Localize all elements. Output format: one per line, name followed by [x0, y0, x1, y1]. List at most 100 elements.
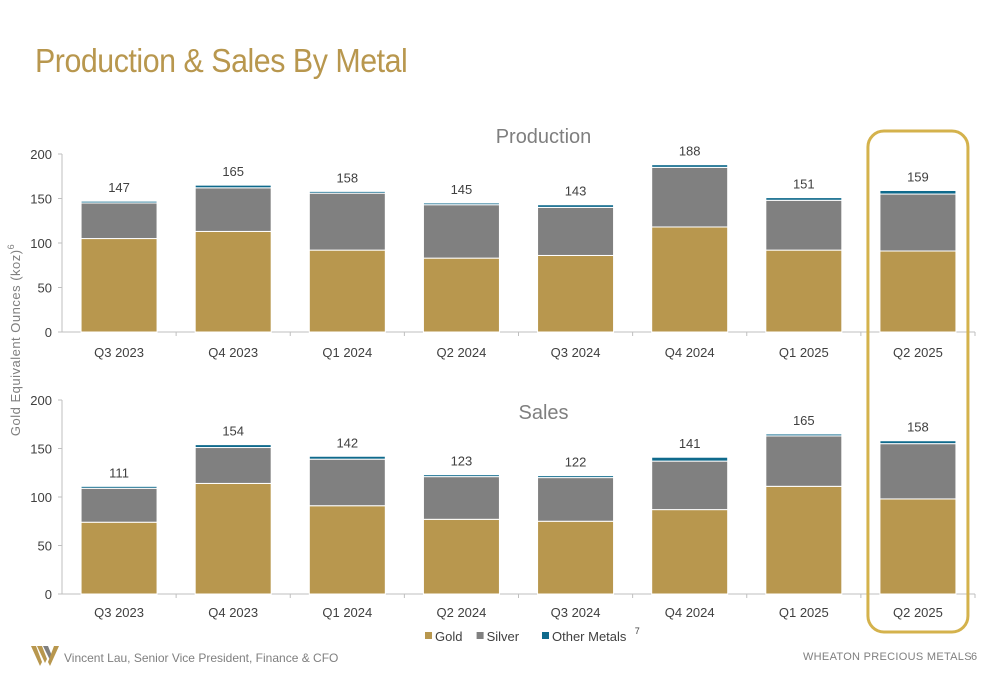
wheaton-logo-icon [30, 644, 60, 673]
bar-gold [80, 238, 158, 333]
x-tick-label: Q4 2023 [208, 605, 258, 620]
data-label-total: 158 [907, 420, 929, 435]
bar-other-metals [80, 485, 158, 489]
bar-silver [765, 435, 843, 487]
bar-other-metals [80, 200, 158, 204]
bar-gold [194, 482, 272, 595]
legend-entry: Gold [435, 629, 462, 644]
bar-other-metals [194, 444, 272, 449]
bar-gold [80, 521, 158, 595]
y-tick-label: 50 [38, 281, 52, 296]
bar-gold [308, 249, 386, 333]
bar-silver [194, 187, 272, 232]
data-label-total: 188 [679, 144, 701, 159]
bar-silver [80, 202, 158, 240]
data-label-total: 145 [451, 182, 473, 197]
legend-swatch [542, 632, 549, 639]
y-axis-label: Gold Equivalent Ounces (koz)6 [6, 244, 23, 436]
legend: Gold Silver Other Metals 7 [425, 626, 640, 644]
bar-gold [194, 230, 272, 333]
y-axis-label-text: Gold Equivalent Ounces (koz) [8, 249, 23, 436]
footer-page-number: 6 [971, 651, 978, 663]
x-tick-label: Q3 2024 [551, 605, 601, 620]
data-label-total: 142 [336, 435, 358, 450]
data-label-total: 165 [222, 164, 244, 179]
x-tick-label: Q1 2025 [779, 345, 829, 360]
legend-swatch [425, 632, 432, 639]
bar-silver [651, 460, 729, 511]
bar-other-metals [879, 440, 957, 445]
data-label-total: 147 [108, 180, 130, 195]
legend-entry: Other Metals [552, 629, 627, 644]
y-tick-label: 200 [30, 147, 52, 162]
bar-silver [879, 443, 957, 500]
bar-silver [422, 204, 500, 259]
plot-area: Production 0 50 100 150 200 147 Q3 2023 165 Q4 20… [30, 126, 976, 644]
bar-other-metals [308, 190, 386, 194]
bar-gold [537, 520, 615, 595]
legend-swatch [476, 632, 484, 639]
legend-footnote: 7 [635, 626, 640, 636]
bar-other-metals [308, 455, 386, 460]
bar-other-metals [194, 184, 272, 189]
bar-gold [537, 254, 615, 333]
footer-company: WHEATON PRECIOUS METALS [803, 651, 972, 663]
bar-gold [879, 498, 957, 595]
bar-silver [879, 193, 957, 252]
x-tick-label: Q3 2023 [94, 605, 144, 620]
highlight-box [866, 129, 970, 634]
bar-other-metals [422, 474, 500, 478]
x-tick-label: Q2 2025 [893, 345, 943, 360]
bar-silver [422, 476, 500, 520]
data-label-total: 158 [336, 170, 358, 185]
bar-gold [879, 250, 957, 333]
y-tick-label: 150 [30, 192, 52, 207]
x-tick-label: Q1 2025 [779, 605, 829, 620]
chart-sales: Sales 0 50 100 150 200 111 Q3 2023 154 Q4 2023 142… [30, 393, 976, 644]
y-tick-label: 0 [45, 325, 52, 340]
bar-silver [651, 166, 729, 228]
bar-other-metals [537, 204, 615, 208]
bar-gold [765, 485, 843, 595]
bar-other-metals [651, 164, 729, 168]
bar-other-metals [537, 475, 615, 479]
bar-silver [765, 199, 843, 251]
legend-entry: Silver [487, 629, 520, 644]
x-tick-label: Q2 2024 [437, 605, 487, 620]
bar-gold [422, 518, 500, 595]
y-axis-label-footnote: 6 [6, 244, 16, 250]
y-tick-label: 100 [30, 236, 52, 251]
data-label-total: 141 [679, 436, 701, 451]
bar-silver [308, 192, 386, 251]
x-tick-label: Q3 2023 [94, 345, 144, 360]
x-tick-label: Q2 2025 [893, 605, 943, 620]
data-label-total: 159 [907, 169, 929, 184]
x-tick-label: Q4 2024 [665, 605, 715, 620]
data-label-total: 165 [793, 413, 815, 428]
x-tick-label: Q4 2023 [208, 345, 258, 360]
bar-other-metals [765, 197, 843, 201]
bar-silver [537, 477, 615, 522]
data-label-total: 151 [793, 177, 815, 192]
bar-gold [765, 249, 843, 333]
x-tick-label: Q3 2024 [551, 345, 601, 360]
y-tick-label: 0 [45, 587, 52, 602]
y-tick-label: 100 [30, 490, 52, 505]
bar-silver [194, 447, 272, 484]
y-tick-label: 200 [30, 393, 52, 408]
x-tick-label: Q2 2024 [437, 345, 487, 360]
x-tick-label: Q1 2024 [322, 605, 372, 620]
data-label-total: 111 [109, 465, 129, 480]
bar-other-metals [422, 202, 500, 206]
y-tick-label: 50 [38, 539, 52, 554]
bar-gold [308, 505, 386, 595]
data-label-total: 123 [451, 454, 473, 469]
bar-silver [80, 487, 158, 523]
data-label-total: 154 [222, 424, 244, 439]
bar-gold [651, 226, 729, 333]
footer-presenter: Vincent Lau, Senior Vice President, Fina… [64, 651, 339, 665]
data-label-total: 143 [565, 184, 587, 199]
x-tick-label: Q1 2024 [322, 345, 372, 360]
bar-other-metals [651, 456, 729, 462]
